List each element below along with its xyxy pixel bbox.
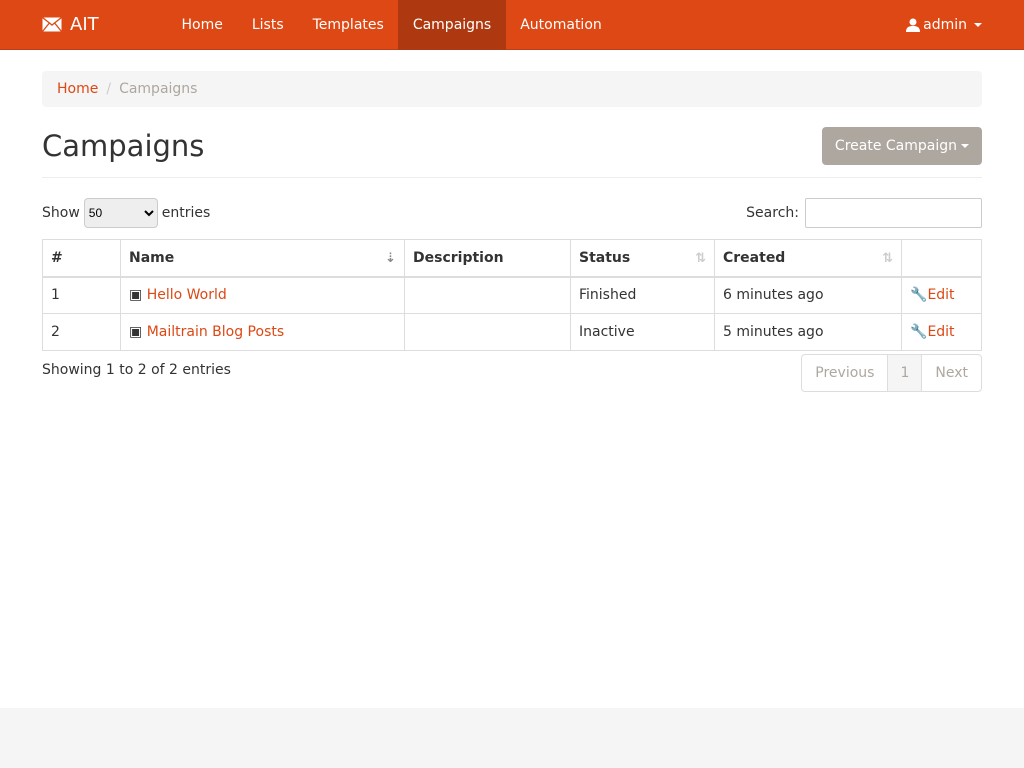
- campaigns-table: # Name ⇣ Description Status ⇅ Created ⇅ 1 ▣…: [42, 239, 982, 351]
- brand[interactable]: AIT: [42, 14, 167, 35]
- cell-name: ▣ Mailtrain Blog Posts: [120, 313, 405, 351]
- nav-automation[interactable]: Automation: [520, 16, 602, 33]
- cell-num: 1: [42, 276, 121, 314]
- search-label: Search:: [746, 205, 799, 221]
- user-menu[interactable]: admin: [906, 17, 982, 33]
- next-button[interactable]: Next: [935, 365, 968, 381]
- nav-home[interactable]: Home: [181, 16, 223, 33]
- header-actions: [901, 239, 982, 278]
- page-footer: [0, 708, 1024, 768]
- table-row: 2 ▣ Mailtrain Blog Posts Inactive 5 minu…: [42, 313, 982, 351]
- sort-icon: ⇅: [882, 251, 893, 266]
- caret-down-icon: [974, 22, 982, 27]
- header-created[interactable]: Created ⇅: [714, 239, 902, 278]
- page-1-button[interactable]: 1: [888, 355, 923, 391]
- pagination: Previous 1 Next: [801, 354, 982, 392]
- user-name: admin: [923, 16, 967, 33]
- cell-description: [404, 313, 571, 351]
- breadcrumb-home[interactable]: Home: [57, 81, 99, 97]
- wrench-icon: 🔧: [910, 324, 928, 340]
- breadcrumb-current: Campaigns: [119, 81, 198, 97]
- edit-link[interactable]: Edit: [927, 324, 955, 340]
- entries-label: entries: [161, 205, 211, 221]
- header-description: Description: [404, 239, 571, 278]
- campaign-link[interactable]: Hello World: [146, 287, 227, 304]
- nav-campaigns[interactable]: Campaigns: [398, 0, 506, 50]
- table-info: Showing 1 to 2 of 2 entries: [42, 362, 231, 378]
- header-status-label: Status: [579, 249, 631, 266]
- header-num[interactable]: #: [42, 239, 121, 278]
- header-created-label: Created: [723, 249, 786, 266]
- cell-created: 5 minutes ago: [714, 313, 902, 351]
- navbar: AIT Home Lists Templates Campaigns Autom…: [0, 0, 1024, 50]
- sort-icon: ⇅: [695, 251, 706, 266]
- inbox-icon: ▣: [129, 324, 143, 340]
- nav-lists[interactable]: Lists: [251, 16, 284, 33]
- user-icon: [906, 18, 921, 32]
- create-campaign-label: Create Campaign: [834, 138, 957, 154]
- header-status[interactable]: Status ⇅: [570, 239, 715, 278]
- cell-status: Finished: [570, 276, 715, 314]
- cell-created: 6 minutes ago: [714, 276, 902, 314]
- wrench-icon: 🔧: [910, 287, 928, 304]
- envelope-icon: [42, 17, 62, 32]
- cell-actions: 🔧Edit: [901, 313, 982, 351]
- create-campaign-button[interactable]: Create Campaign: [821, 127, 982, 165]
- cell-status: Inactive: [570, 313, 715, 351]
- cell-description: [404, 276, 571, 314]
- breadcrumb-separator: /: [106, 81, 112, 97]
- show-label: Show: [42, 205, 80, 221]
- cell-num: 2: [42, 313, 121, 351]
- brand-name: AIT: [70, 14, 99, 35]
- previous-button[interactable]: Previous: [802, 355, 889, 391]
- header-name-label: Name: [129, 249, 175, 266]
- nav-templates[interactable]: Templates: [312, 16, 384, 33]
- inbox-icon: ▣: [129, 287, 143, 304]
- campaign-link[interactable]: Mailtrain Blog Posts: [146, 324, 285, 340]
- header-name[interactable]: Name ⇣: [120, 239, 405, 278]
- entries-select[interactable]: 50: [83, 198, 158, 228]
- caret-down-icon: [961, 144, 969, 148]
- table-row: 1 ▣ Hello World Finished 6 minutes ago 🔧…: [42, 276, 982, 314]
- page-title: Campaigns: [42, 129, 205, 163]
- search-input[interactable]: [805, 198, 982, 228]
- cell-actions: 🔧Edit: [901, 276, 982, 314]
- breadcrumb: Home / Campaigns: [42, 71, 982, 107]
- sort-asc-icon: ⇣: [385, 251, 396, 266]
- edit-link[interactable]: Edit: [927, 287, 955, 304]
- cell-name: ▣ Hello World: [120, 276, 405, 314]
